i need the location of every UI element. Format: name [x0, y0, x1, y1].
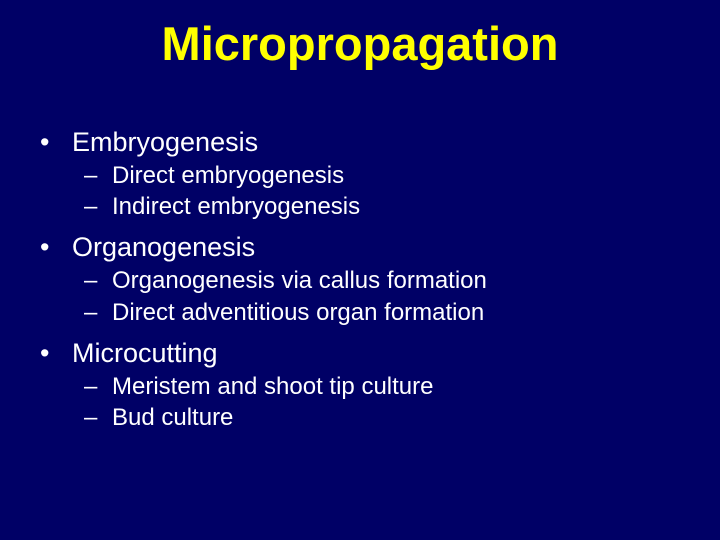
sub-item: – Meristem and shoot tip culture — [34, 371, 692, 402]
slide-title: Micropropagation — [28, 16, 692, 71]
bullet-item: • Organogenesis — [34, 232, 692, 263]
sub-item: – Direct adventitious organ formation — [34, 297, 692, 328]
bullet-label: Microcutting — [72, 338, 218, 369]
dash-marker: – — [84, 191, 112, 222]
bullet-marker: • — [34, 127, 72, 158]
bullet-item: • Embryogenesis — [34, 127, 692, 158]
bullet-item: • Microcutting — [34, 338, 692, 369]
dash-marker: – — [84, 160, 112, 191]
bullet-label: Embryogenesis — [72, 127, 258, 158]
sub-item: – Indirect embryogenesis — [34, 191, 692, 222]
sub-item: – Bud culture — [34, 402, 692, 433]
bullet-group: • Embryogenesis – Direct embryogenesis –… — [34, 127, 692, 222]
dash-marker: – — [84, 297, 112, 328]
bullet-group: • Microcutting – Meristem and shoot tip … — [34, 338, 692, 433]
sub-label: Meristem and shoot tip culture — [112, 371, 433, 402]
bullet-marker: • — [34, 338, 72, 369]
sub-label: Direct adventitious organ formation — [112, 297, 484, 328]
dash-marker: – — [84, 265, 112, 296]
dash-marker: – — [84, 402, 112, 433]
dash-marker: – — [84, 371, 112, 402]
sub-label: Organogenesis via callus formation — [112, 265, 487, 296]
slide-content: • Embryogenesis – Direct embryogenesis –… — [28, 127, 692, 433]
bullet-group: • Organogenesis – Organogenesis via call… — [34, 232, 692, 327]
bullet-label: Organogenesis — [72, 232, 255, 263]
bullet-marker: • — [34, 232, 72, 263]
sub-label: Indirect embryogenesis — [112, 191, 360, 222]
sub-item: – Organogenesis via callus formation — [34, 265, 692, 296]
sub-label: Bud culture — [112, 402, 233, 433]
sub-label: Direct embryogenesis — [112, 160, 344, 191]
sub-item: – Direct embryogenesis — [34, 160, 692, 191]
